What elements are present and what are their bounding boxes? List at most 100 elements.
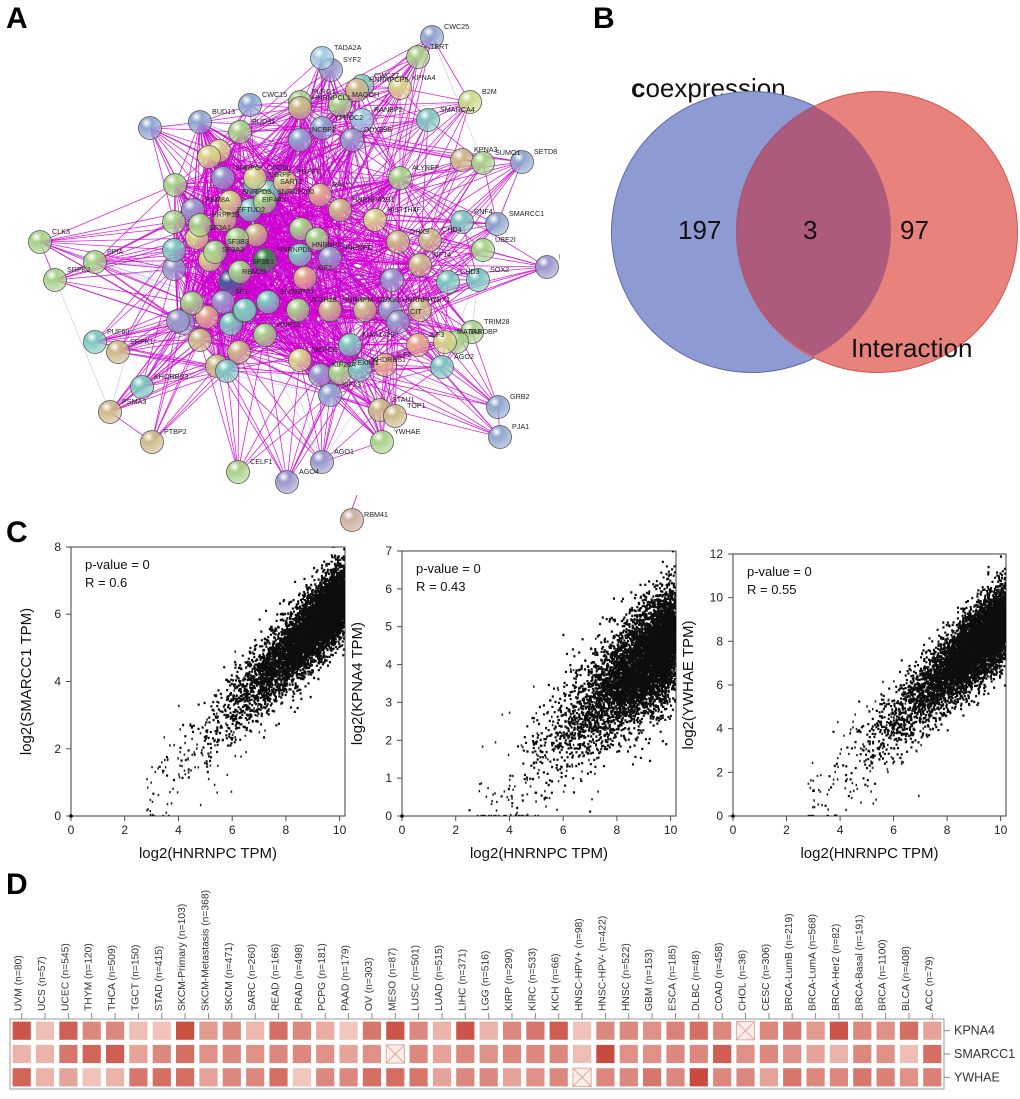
- svg-text:HNSC (n=522): HNSC (n=522): [621, 943, 632, 1011]
- svg-text:4: 4: [54, 675, 61, 689]
- svg-text:10: 10: [710, 591, 724, 605]
- svg-text:p-value = 0: p-value = 0: [85, 557, 150, 572]
- svg-text:LUSC (n=501): LUSC (n=501): [411, 945, 422, 1011]
- svg-text:BLCA (n=408): BLCA (n=408): [901, 946, 912, 1011]
- svg-text:PJA1: PJA1: [512, 422, 529, 431]
- svg-text:2: 2: [385, 733, 392, 747]
- svg-text:10: 10: [994, 823, 1008, 837]
- svg-text:ESCA (n=185): ESCA (n=185): [668, 945, 679, 1011]
- svg-text:2: 2: [716, 765, 723, 779]
- svg-text:4: 4: [837, 823, 844, 837]
- svg-text:SOX2: SOX2: [490, 265, 509, 274]
- svg-text:R = 0.43: R = 0.43: [416, 579, 466, 594]
- svg-text:6: 6: [385, 582, 392, 596]
- svg-text:TRIM28: TRIM28: [484, 317, 510, 326]
- svg-text:CHD3: CHD3: [460, 267, 480, 276]
- svg-text:2: 2: [121, 823, 128, 837]
- svg-text:log2(HNRNPC TPM): log2(HNRNPC TPM): [139, 845, 277, 862]
- svg-text:2: 2: [54, 742, 61, 756]
- svg-text:SMARCC1: SMARCC1: [954, 1047, 1015, 1061]
- svg-text:6: 6: [560, 823, 567, 837]
- svg-text:8: 8: [944, 823, 951, 837]
- svg-text:RNF4: RNF4: [474, 207, 493, 216]
- svg-text:CESC (n=306): CESC (n=306): [761, 944, 772, 1011]
- svg-text:UCS (n=57): UCS (n=57): [37, 956, 48, 1011]
- svg-text:4: 4: [175, 823, 182, 837]
- svg-text:0: 0: [399, 823, 406, 837]
- svg-text:8: 8: [716, 634, 723, 648]
- svg-text:10: 10: [664, 823, 678, 837]
- svg-text:log2(YWHAE TPM): log2(YWHAE TPM): [680, 621, 697, 750]
- svg-text:R = 0.55: R = 0.55: [747, 582, 797, 597]
- svg-text:6: 6: [716, 678, 723, 692]
- svg-text:p-value = 0: p-value = 0: [747, 564, 812, 579]
- svg-text:LGG (n=516): LGG (n=516): [481, 951, 492, 1011]
- svg-text:DLBC (n=48): DLBC (n=48): [691, 951, 702, 1011]
- svg-text:PCPG (n=181): PCPG (n=181): [317, 943, 328, 1011]
- svg-text:6: 6: [54, 607, 61, 621]
- svg-text:TGCT (n=150): TGCT (n=150): [130, 945, 141, 1011]
- svg-text:MATR3: MATR3: [457, 327, 481, 336]
- svg-text:BRCA-LumA (n=568): BRCA-LumA (n=568): [808, 914, 819, 1011]
- svg-text:RBM41: RBM41: [364, 510, 388, 519]
- svg-text:log2(HNRNPC TPM): log2(HNRNPC TPM): [800, 845, 938, 862]
- svg-text:GRB2: GRB2: [510, 392, 530, 401]
- svg-text:KIRC (n=533): KIRC (n=533): [527, 948, 538, 1011]
- svg-text:UVM (n=80): UVM (n=80): [14, 955, 25, 1011]
- svg-text:PRAD (n=498): PRAD (n=498): [294, 944, 305, 1011]
- svg-text:BRCA-LumB (n=219): BRCA-LumB (n=219): [784, 913, 795, 1011]
- svg-text:log2(KPNA4 TPM): log2(KPNA4 TPM): [349, 622, 366, 745]
- svg-text:ACC (n=79): ACC (n=79): [924, 956, 935, 1011]
- svg-text:log2(SMARCC1 TPM): log2(SMARCC1 TPM): [18, 608, 35, 755]
- svg-text:6: 6: [890, 823, 897, 837]
- svg-text:HTT: HTT: [559, 252, 560, 261]
- svg-text:THCA (n=509): THCA (n=509): [107, 945, 118, 1011]
- svg-text:0: 0: [730, 823, 737, 837]
- svg-text:4: 4: [716, 722, 723, 736]
- svg-text:8: 8: [283, 823, 290, 837]
- svg-text:3: 3: [385, 695, 392, 709]
- svg-text:OV (n=303): OV (n=303): [364, 957, 375, 1011]
- svg-text:8: 8: [614, 823, 621, 837]
- svg-text:HNSC-HPV- (n=422): HNSC-HPV- (n=422): [597, 916, 608, 1011]
- svg-text:LUAD (n=515): LUAD (n=515): [434, 945, 445, 1011]
- svg-text:SMARCC1: SMARCC1: [509, 209, 544, 218]
- svg-text:BRCA-Basal (n=191): BRCA-Basal (n=191): [854, 915, 865, 1011]
- svg-text:KIRP (n=290): KIRP (n=290): [504, 949, 515, 1012]
- svg-text:0: 0: [54, 809, 61, 823]
- svg-text:8: 8: [54, 540, 61, 554]
- svg-text:HNSC-HPV+ (n=98): HNSC-HPV+ (n=98): [574, 918, 585, 1011]
- svg-text:R = 0.6: R = 0.6: [85, 575, 127, 590]
- svg-text:READ (n=166): READ (n=166): [271, 944, 282, 1011]
- svg-text:UBE2I: UBE2I: [495, 235, 516, 244]
- svg-text:p-value = 0: p-value = 0: [416, 561, 481, 576]
- svg-text:KICH (n=66): KICH (n=66): [551, 953, 562, 1011]
- svg-text:MESO (n=87): MESO (n=87): [387, 948, 398, 1011]
- svg-text:5: 5: [385, 620, 392, 634]
- svg-text:SKCM-Metastasis (n=368): SKCM-Metastasis (n=368): [201, 890, 212, 1011]
- svg-text:4: 4: [385, 658, 392, 672]
- svg-text:SKCM (n=471): SKCM (n=471): [224, 943, 235, 1011]
- svg-text:SARC (n=260): SARC (n=260): [247, 944, 258, 1011]
- svg-text:2: 2: [783, 823, 790, 837]
- svg-text:12: 12: [710, 547, 724, 561]
- svg-text:COAD (n=458): COAD (n=458): [714, 943, 725, 1011]
- svg-text:SETD8: SETD8: [534, 147, 557, 156]
- svg-text:THYM (n=120): THYM (n=120): [84, 943, 95, 1011]
- svg-text:7: 7: [385, 544, 392, 558]
- svg-text:log2(HNRNPC TPM): log2(HNRNPC TPM): [470, 845, 608, 862]
- svg-text:STAD (n=415): STAD (n=415): [154, 946, 165, 1011]
- svg-text:B2M: B2M: [482, 87, 497, 96]
- svg-text:GBM (n=153): GBM (n=153): [644, 949, 655, 1011]
- svg-text:BRCA (n=1100): BRCA (n=1100): [878, 939, 889, 1011]
- svg-text:10: 10: [333, 823, 347, 837]
- svg-text:SUMO1: SUMO1: [495, 148, 521, 157]
- svg-text:YWHAE: YWHAE: [954, 1070, 1000, 1084]
- svg-text:6: 6: [229, 823, 236, 837]
- svg-text:1: 1: [385, 771, 392, 785]
- svg-text:LIHC (n=371): LIHC (n=371): [457, 949, 468, 1011]
- svg-text:4: 4: [506, 823, 513, 837]
- svg-text:BRCA-Her2 (n=82): BRCA-Her2 (n=82): [831, 924, 842, 1011]
- svg-text:PAAD (n=179): PAAD (n=179): [341, 945, 352, 1011]
- svg-text:0: 0: [385, 809, 392, 823]
